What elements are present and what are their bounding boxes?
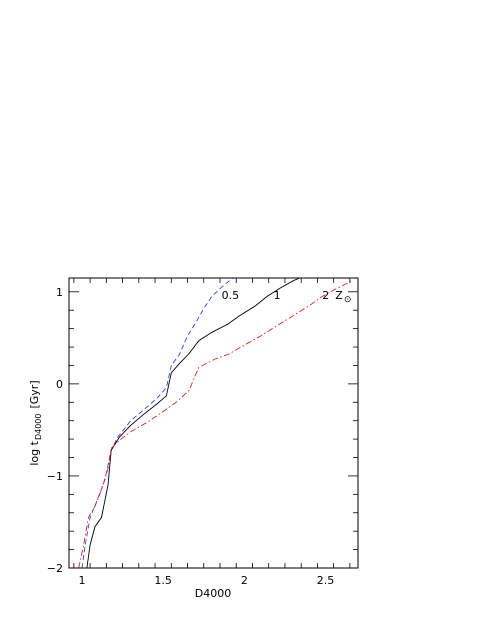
curve-z-2	[78, 280, 352, 568]
x-tick-label: 1	[78, 574, 85, 587]
y-tick-label: −2	[47, 562, 63, 575]
y-tick-label: 1	[56, 286, 63, 299]
curve-label: 0.5	[222, 289, 240, 302]
plot-frame	[68, 277, 359, 569]
y-tick-label: 0	[56, 378, 63, 391]
curves-group	[78, 278, 352, 568]
x-axis-label: D4000	[195, 587, 231, 600]
curve-z-1	[86, 278, 300, 568]
curve-label: Z⊙	[335, 289, 351, 305]
y-tick-label: −1	[47, 470, 63, 483]
ticks-group	[69, 278, 358, 569]
curve-z-0-5	[81, 278, 234, 568]
curve-label: 2	[322, 289, 329, 302]
zsun-subscript: ⊙	[344, 295, 352, 305]
curve-labels-group: 0.5 1 2 Z⊙	[222, 289, 352, 305]
y-axis-label: log tD4000 [Gyr]	[28, 380, 43, 465]
x-tick-label: 2.5	[317, 574, 335, 587]
curve-label: 1	[274, 289, 281, 302]
y-axis-label-subscript: D4000	[34, 414, 43, 441]
y-axis-label-unit: [Gyr]	[28, 380, 41, 408]
y-axis-label-main: log t	[28, 440, 41, 465]
tick-labels-group: 1 1.5 2 2.5 −2 −1 0 1	[47, 286, 334, 587]
x-tick-label: 2	[241, 574, 248, 587]
x-tick-label: 1.5	[154, 574, 172, 587]
